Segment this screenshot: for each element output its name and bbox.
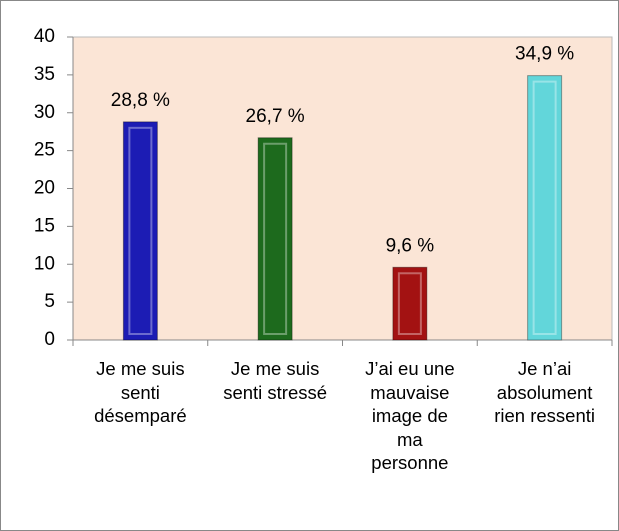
value-label: 26,7 % [246,106,305,127]
bar [257,137,293,341]
bar-bevel [128,126,153,335]
x-tick-label: Je n’ai absolument rien ressenti [494,358,595,426]
y-tick-label: 35 [34,64,55,85]
bar-bevel [397,272,422,335]
bar [122,121,158,341]
bar [392,266,428,341]
y-tick-label: 40 [34,26,55,47]
bar-bevel [532,80,557,335]
y-tick-label: 15 [34,215,55,236]
value-label: 34,9 % [515,44,574,65]
x-tick-label: J’ai eu une mauvaise image de ma personn… [365,358,455,473]
value-label: 28,8 % [111,90,170,111]
bar [527,75,563,341]
y-tick-label: 10 [34,253,55,274]
y-tick-label: 30 [34,102,55,123]
plot-area [72,36,613,341]
y-tick-label: 25 [34,140,55,161]
y-tick-label: 5 [44,291,55,312]
x-tick-label: Je me suis senti désemparé [94,358,187,426]
value-label: 9,6 % [386,235,435,256]
y-tick-label: 0 [44,329,55,350]
y-tick-label: 20 [34,178,55,199]
bar-bevel [263,142,288,335]
x-tick-label: Je me suis senti stressé [223,358,328,403]
